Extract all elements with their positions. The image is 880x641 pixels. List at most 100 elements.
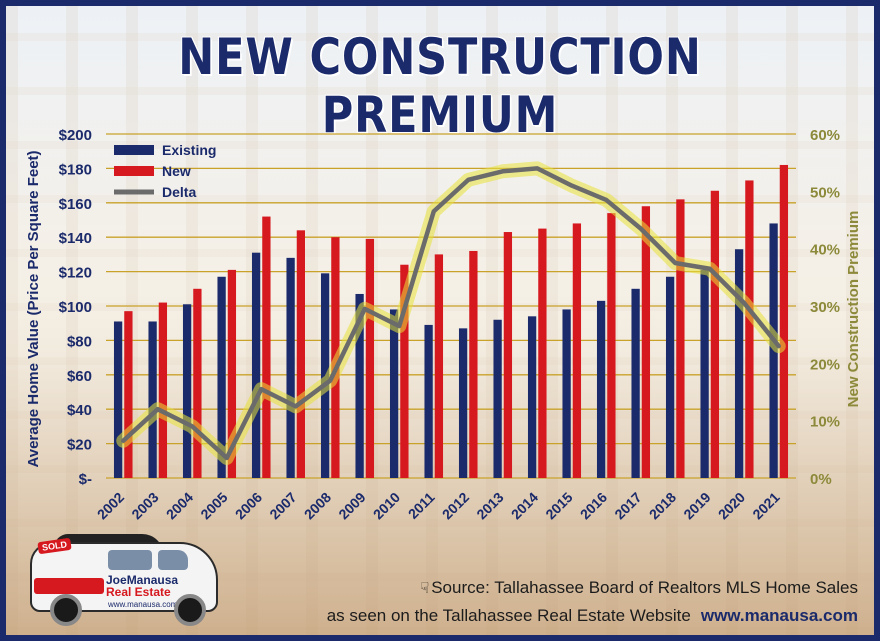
- bar-new: [745, 180, 754, 478]
- bar-new: [710, 190, 720, 478]
- y-tick-label: $60: [67, 368, 92, 385]
- bar-new: [469, 250, 478, 478]
- bar-existing: [286, 257, 295, 478]
- bar-new: [296, 230, 306, 478]
- bar-new: [503, 232, 513, 478]
- chart-svg: $- $20 $40 $60 $80 $100 $120 $140 $160 $180 $200 0%…: [25, 127, 862, 522]
- x-tick-label: 2005: [197, 489, 230, 522]
- x-tick-label: 2002: [94, 489, 127, 522]
- bar-existing: [631, 288, 640, 478]
- bar-new: [572, 223, 582, 478]
- y-tick-label: $20: [67, 437, 92, 454]
- bar-new: [676, 199, 685, 479]
- x-tick-label: 2013: [473, 489, 506, 522]
- x-tick-label: 2007: [266, 489, 299, 522]
- legend-label-delta: Delta: [162, 184, 196, 200]
- x-tick-label: 2019: [680, 489, 713, 522]
- bar-new: [158, 302, 168, 478]
- x-tick-label: 2015: [542, 489, 575, 522]
- legend: Existing New Delta: [114, 142, 216, 200]
- y-tick-label: $-: [79, 471, 92, 488]
- y2-tick-label: 50%: [810, 184, 840, 201]
- car-stripe: [34, 578, 104, 594]
- pointing-hand-icon: ☟: [420, 580, 430, 597]
- bar-new: [124, 311, 133, 478]
- y-tick-label: $200: [59, 127, 92, 144]
- x-tick-label: 2004: [163, 489, 196, 522]
- bar-new: [365, 238, 375, 478]
- y-tick-label: $100: [59, 299, 92, 316]
- car-brand-second: Manausa: [126, 573, 179, 587]
- car-brand-tag: Real Estate: [106, 585, 171, 599]
- legend-label-existing: Existing: [162, 142, 216, 158]
- seen-on-line: as seen on the Tallahassee Real Estate W…: [326, 606, 691, 625]
- car-brand-first: Joe: [106, 573, 127, 587]
- x-tick-label: 2006: [232, 489, 265, 522]
- bar-existing: [665, 276, 675, 478]
- y2-tick-label: 0%: [810, 471, 832, 488]
- x-tick-label: 2010: [370, 489, 403, 522]
- car-wheel: [50, 594, 82, 626]
- y-tick-label: $180: [59, 161, 92, 178]
- delta-line-series: [116, 161, 786, 465]
- y2-tick-label: 20%: [810, 356, 840, 373]
- bar-existing: [389, 309, 399, 478]
- y-axis-label: Average Home Value (Price Per Square Fee…: [25, 150, 42, 467]
- y2-tick-label: 60%: [810, 127, 840, 144]
- legend-label-new: New: [162, 163, 191, 179]
- x-tick-label: 2009: [335, 489, 368, 522]
- bar-existing: [562, 309, 571, 478]
- bar-new: [779, 164, 789, 478]
- bar-new: [227, 269, 237, 478]
- x-tick-label: 2018: [646, 489, 679, 522]
- x-tick-label: 2021: [749, 489, 782, 522]
- x-tick-label: 2011: [405, 489, 438, 522]
- bar-new: [538, 228, 547, 478]
- y-tick-label: $160: [59, 196, 92, 213]
- x-tick-label: 2008: [301, 489, 334, 522]
- legend-swatch-existing: [114, 145, 154, 155]
- bar-new: [400, 264, 409, 478]
- bar-new: [607, 213, 616, 478]
- bar-existing: [113, 321, 123, 478]
- y2-tick-label: 30%: [810, 299, 840, 316]
- bar-existing: [493, 319, 502, 478]
- bar-new: [434, 254, 444, 478]
- gridlines: [106, 133, 796, 479]
- bar-existing: [182, 304, 192, 478]
- x-tick-label: 2020: [715, 489, 748, 522]
- bar-new: [641, 206, 651, 479]
- source-line: Source: Tallahassee Board of Realtors ML…: [431, 578, 858, 597]
- y-tick-label: $120: [59, 265, 92, 282]
- bar-existing: [217, 276, 226, 478]
- y2-tick-label: 40%: [810, 242, 840, 259]
- bar-existing: [458, 328, 468, 478]
- bar-new: [262, 216, 271, 478]
- x-tick-label: 2012: [439, 489, 472, 522]
- x-tick-label: 2017: [611, 489, 644, 522]
- website-link[interactable]: www.manausa.com: [700, 606, 858, 625]
- agent-car-logo: SOLD JoeManausa Real Estate www.manausa.…: [24, 534, 224, 636]
- car-window: [108, 550, 152, 570]
- y2-tick-label: 10%: [810, 414, 840, 431]
- bar-existing: [596, 300, 606, 478]
- bar-existing: [700, 269, 709, 478]
- source-note: ☟ Source: Tallahassee Board of Realtors M…: [327, 574, 858, 629]
- y-tick-label: $40: [67, 402, 92, 419]
- x-tick-label: 2014: [508, 489, 541, 522]
- legend-swatch-new: [114, 166, 154, 176]
- bar-new: [193, 288, 202, 478]
- car-wheel: [174, 594, 206, 626]
- delta-line: [121, 166, 781, 461]
- bar-existing: [148, 321, 157, 478]
- bar-existing: [355, 293, 364, 478]
- bar-series: [113, 164, 789, 479]
- car-window: [158, 550, 188, 570]
- x-tick-label: 2016: [577, 489, 610, 522]
- y-tick-label: $80: [67, 333, 92, 350]
- car-brand: JoeManausa Real Estate: [106, 574, 178, 598]
- car-url: www.manausa.com: [108, 600, 178, 609]
- y-tick-label: $140: [59, 230, 92, 247]
- page-title: NEW CONSTRUCTION PREMIUM: [178, 28, 702, 144]
